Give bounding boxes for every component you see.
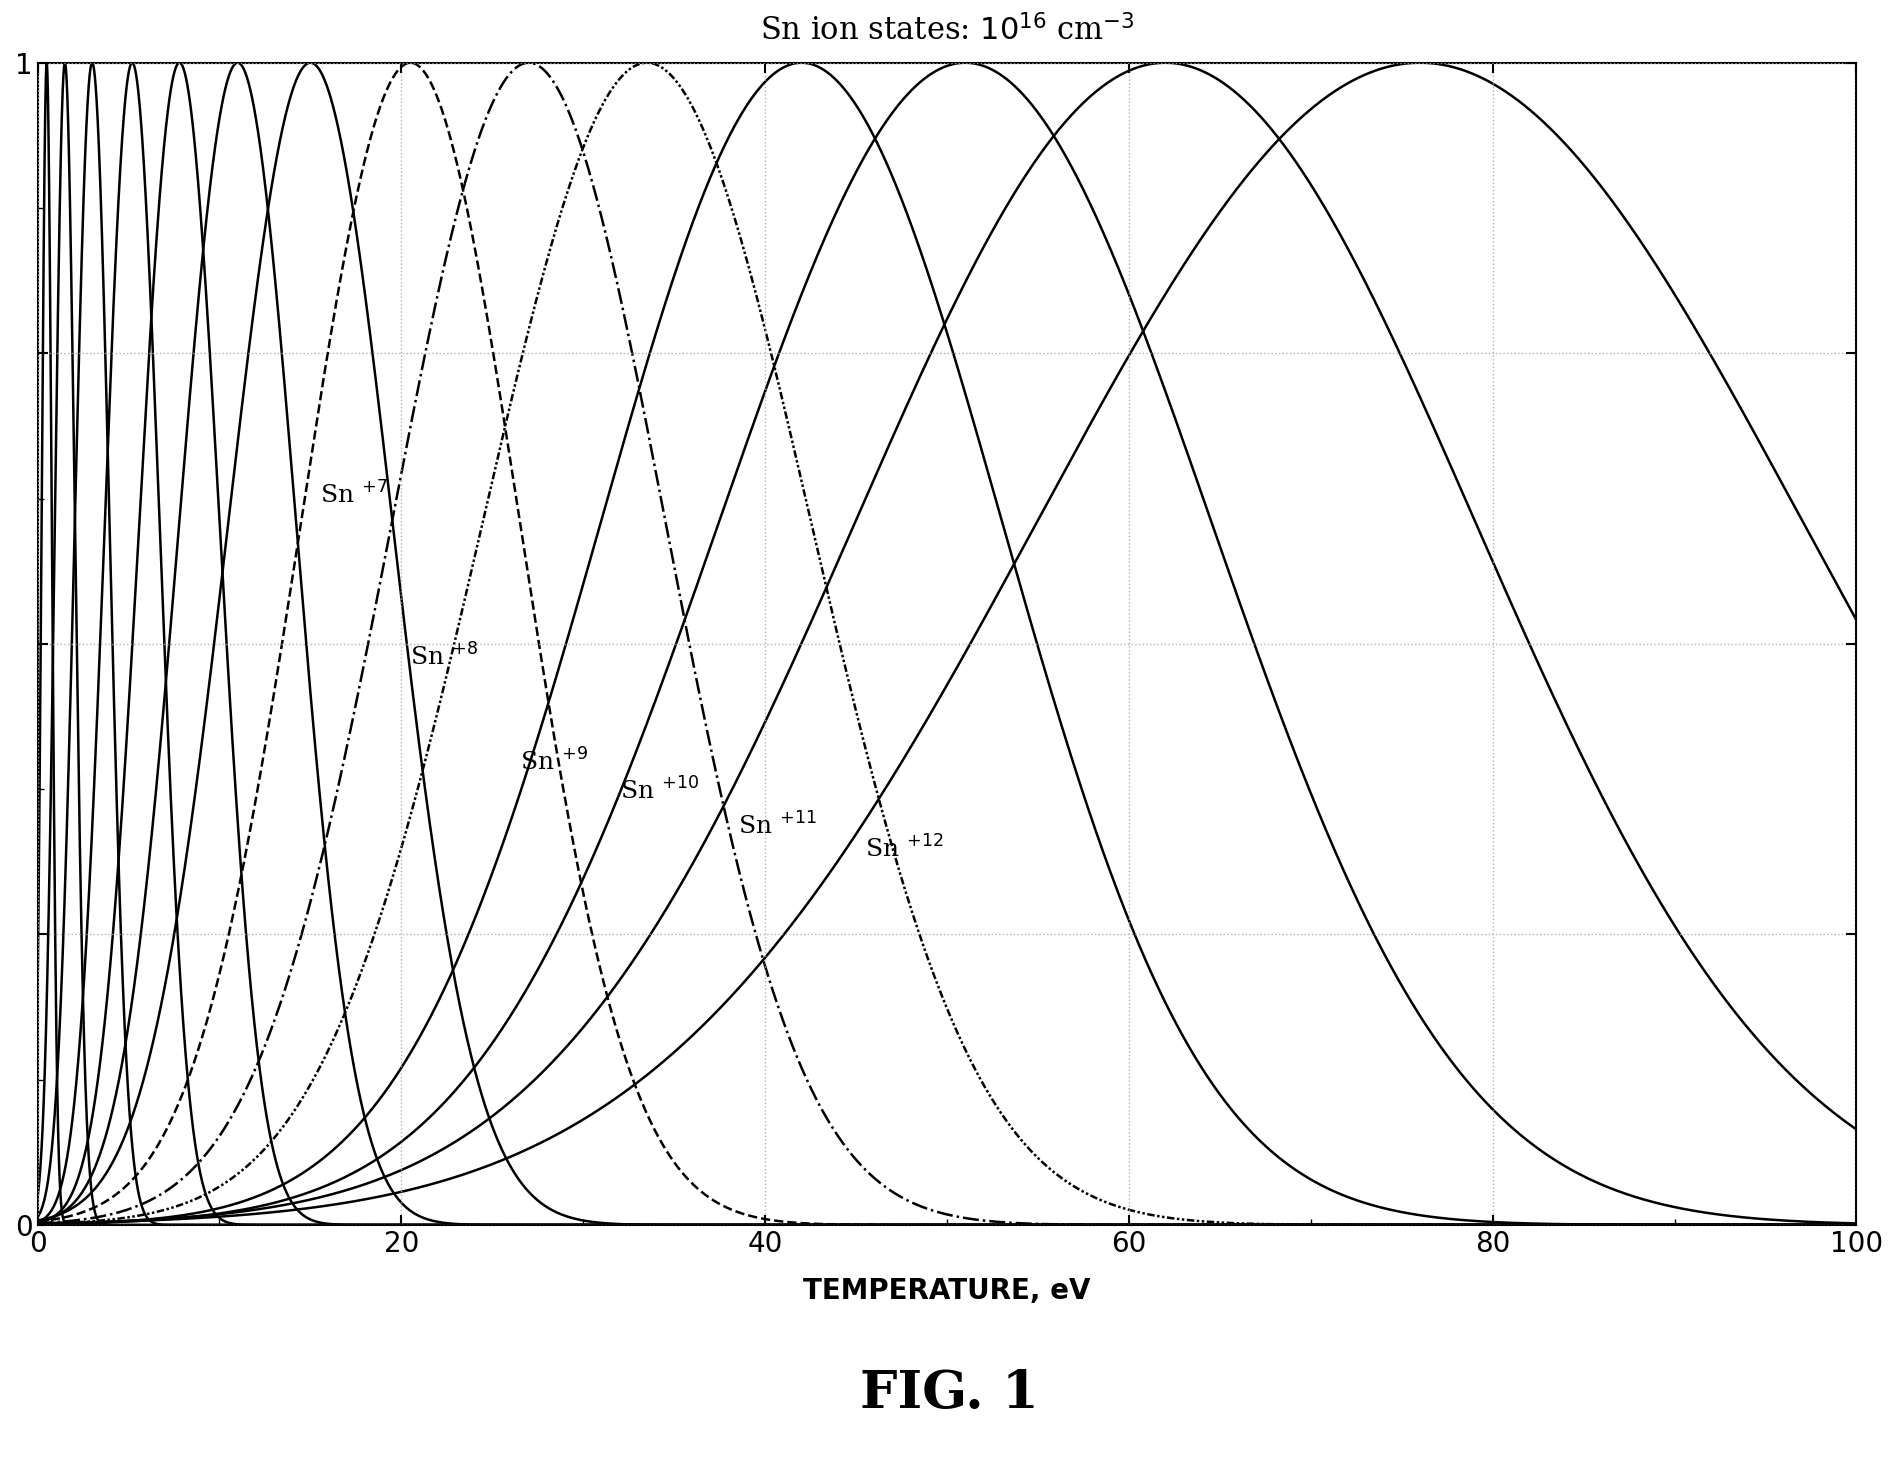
Text: FIG. 1: FIG. 1: [860, 1369, 1038, 1419]
Text: Sn $^{+12}$: Sn $^{+12}$: [865, 836, 943, 863]
Text: Sn $^{+8}$: Sn $^{+8}$: [410, 644, 478, 670]
Text: Sn $^{+7}$: Sn $^{+7}$: [319, 481, 387, 509]
Title: Sn ion states: $10^{16}$ cm$^{-3}$: Sn ion states: $10^{16}$ cm$^{-3}$: [759, 15, 1135, 47]
Text: Sn $^{+11}$: Sn $^{+11}$: [738, 813, 816, 839]
Text: Sn $^{+10}$: Sn $^{+10}$: [619, 778, 698, 805]
Text: Sn $^{+9}$: Sn $^{+9}$: [520, 748, 588, 776]
X-axis label: TEMPERATURE, eV: TEMPERATURE, eV: [803, 1278, 1091, 1306]
